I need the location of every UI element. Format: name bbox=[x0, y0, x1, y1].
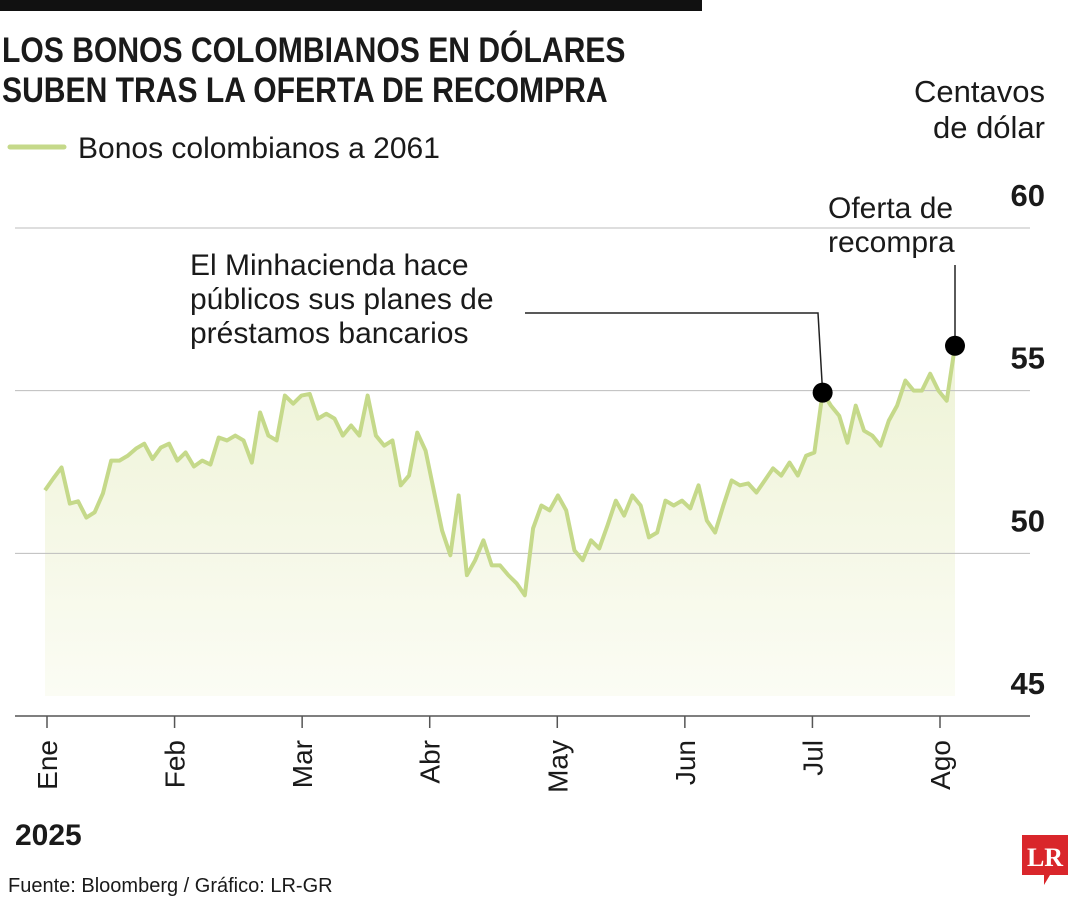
logo-badge bbox=[1022, 835, 1068, 885]
line bbox=[43, 345, 957, 598]
year-label: 2025 bbox=[15, 819, 82, 852]
y-tick-label: 45 bbox=[1011, 666, 1045, 701]
annotated-point bbox=[945, 335, 965, 356]
logo: LR bbox=[1022, 835, 1068, 885]
source: Fuente: Bloomberg / Gráfico: LR-GR bbox=[8, 875, 333, 897]
x-tick-label: Ene bbox=[32, 740, 63, 790]
x-tick-label: Jul bbox=[797, 740, 828, 776]
area bbox=[45, 345, 955, 696]
x-tick-label: Abr bbox=[415, 740, 446, 784]
x-tick-label: Ago bbox=[925, 740, 956, 790]
annotated-point bbox=[812, 382, 833, 403]
x-tick-label: Jun bbox=[670, 740, 701, 785]
legend-label: Bonos colombianos a 2061 bbox=[78, 132, 440, 165]
annotation-text: Oferta de bbox=[828, 192, 953, 225]
annotation-text: préstamos bancarios bbox=[190, 317, 468, 350]
annotation-text: recompra bbox=[828, 226, 955, 259]
x-tick-label: May bbox=[542, 740, 573, 793]
y-tick-label: 50 bbox=[1011, 503, 1045, 538]
annotation-text: públicos sus planes de bbox=[190, 283, 494, 316]
title-line: SUBEN TRAS LA OFERTA DE RECOMPRA bbox=[2, 70, 608, 110]
x-tick-label: Feb bbox=[160, 740, 191, 788]
title-line: LOS BONOS COLOMBIANOS EN DÓLARES bbox=[2, 30, 625, 70]
y-tick-label: 60 bbox=[1011, 178, 1045, 213]
y-axis-label: de dólar bbox=[933, 110, 1045, 145]
leader-line bbox=[525, 312, 824, 393]
annotation-text: El Minhacienda hace bbox=[190, 249, 469, 282]
title: LOS BONOS COLOMBIANOS EN DÓLARES SUBEN T… bbox=[2, 30, 625, 110]
x-tick-label: Mar bbox=[287, 740, 318, 788]
logo-text: LR bbox=[1027, 843, 1063, 872]
y-tick-label: 55 bbox=[1011, 341, 1045, 376]
y-axis-label: Centavos bbox=[914, 74, 1045, 109]
top-bar bbox=[0, 0, 702, 11]
